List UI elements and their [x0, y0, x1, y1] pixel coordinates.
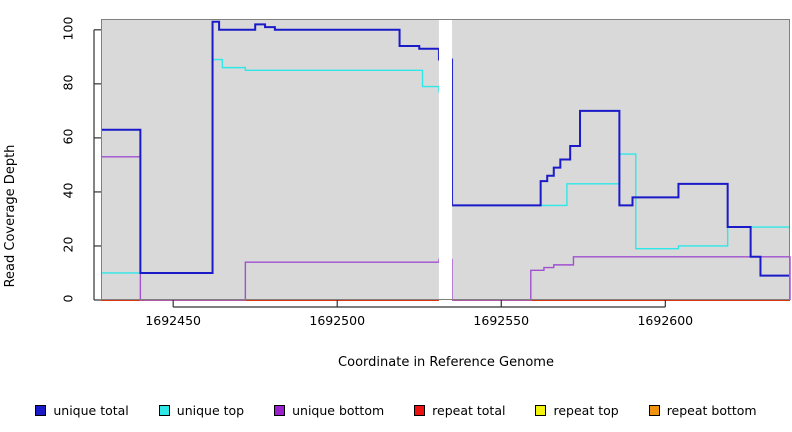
legend-label: repeat top [553, 402, 619, 418]
data-gap-region [438, 18, 453, 301]
legend-label: unique total [53, 402, 129, 418]
legend-label: repeat bottom [666, 402, 757, 418]
legend-item: unique total [35, 402, 129, 418]
legend-swatch [535, 404, 547, 416]
axis-lines [93, 29, 666, 308]
x-axis-title: Coordinate in Reference Genome [338, 355, 554, 370]
legend-swatch [158, 404, 170, 416]
legend-label: unique bottom [292, 402, 385, 418]
legend-swatch [35, 404, 47, 416]
legend-item: unique top [158, 402, 245, 418]
x-tick-label: 1692500 [309, 313, 366, 328]
y-tick-label: 60 [60, 128, 76, 145]
y-tick-label: 0 [60, 294, 76, 303]
legend-swatch [648, 404, 660, 416]
x-tick-label: 1692600 [637, 313, 694, 328]
legend-swatch [414, 404, 426, 416]
y-tick-label: 100 [60, 16, 76, 41]
x-tick-label: 1692450 [145, 313, 201, 328]
y-tick-label: 80 [60, 74, 76, 91]
legend-item: repeat top [535, 402, 619, 418]
legend-item: unique bottom [274, 403, 384, 418]
legend-swatch [274, 404, 286, 416]
y-tick-label: 40 [60, 182, 76, 199]
legend-item: repeat bottom [648, 402, 757, 418]
series-line-unique-total [101, 20, 790, 277]
legend-item: repeat total [414, 403, 505, 418]
x-tick-label: 1692550 [473, 313, 530, 328]
chart-legend: unique total unique top unique bottom repea… [0, 398, 792, 422]
y-tick-label: 20 [60, 236, 76, 253]
plot-border [101, 19, 790, 300]
legend-label: repeat total [432, 402, 506, 418]
legend-label: unique top [176, 402, 245, 418]
